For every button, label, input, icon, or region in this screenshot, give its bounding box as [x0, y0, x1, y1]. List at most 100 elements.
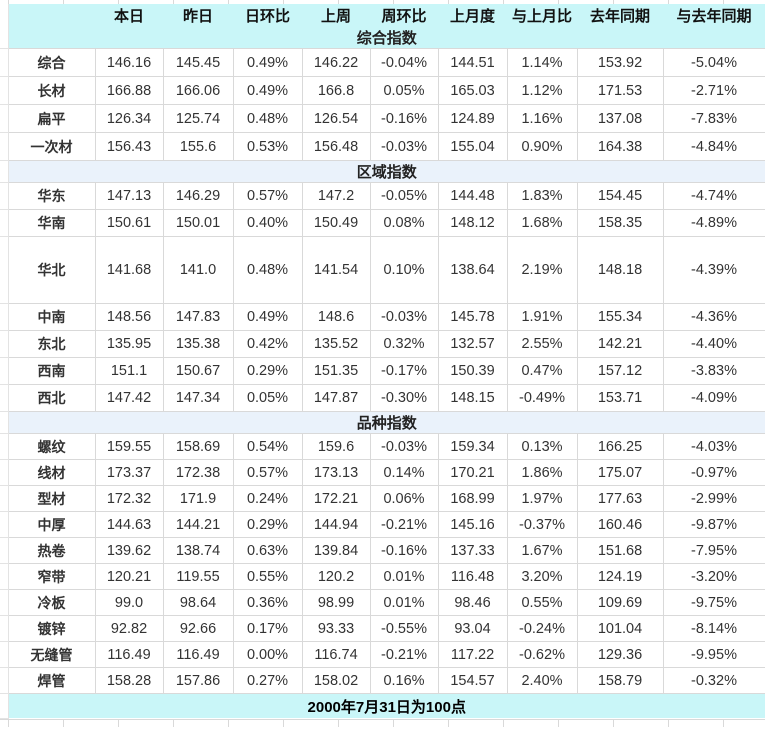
- data-cell: 120.21: [94, 563, 164, 590]
- data-cell: -9.75%: [662, 589, 765, 616]
- data-cell: -4.89%: [662, 209, 765, 237]
- data-cell: 137.33: [437, 537, 508, 564]
- data-cell: 159.6: [301, 433, 371, 460]
- data-cell: -0.03%: [369, 132, 439, 161]
- data-cell: 0.06%: [369, 485, 439, 512]
- data-cell: 153.71: [576, 384, 664, 412]
- data-cell: -0.24%: [506, 615, 578, 642]
- data-cell: 0.24%: [232, 485, 303, 512]
- data-cell: 139.84: [301, 537, 371, 564]
- footnote: 2000年7月31日为100点: [8, 693, 765, 718]
- table-row: 西南 151.1 150.67 0.29% 151.35 -0.17% 150.39 0.47…: [0, 357, 765, 385]
- left-margin-cell: [0, 667, 9, 694]
- data-cell: 0.49%: [232, 303, 303, 331]
- data-cell: 135.38: [162, 330, 234, 358]
- data-cell: 171.9: [162, 485, 234, 512]
- data-cell: 139.62: [94, 537, 164, 564]
- data-cell: 144.94: [301, 511, 371, 538]
- data-cell: -0.37%: [506, 511, 578, 538]
- data-cell: 153.92: [576, 48, 664, 77]
- table-row: 东北 135.95 135.38 0.42% 135.52 0.32% 132.57 2.55…: [0, 330, 765, 358]
- data-cell: -7.95%: [662, 537, 765, 564]
- data-cell: -2.99%: [662, 485, 765, 512]
- data-cell: -8.14%: [662, 615, 765, 642]
- data-cell: 147.2: [301, 182, 371, 210]
- data-cell: 1.91%: [506, 303, 578, 331]
- table-row: 中南 148.56 147.83 0.49% 148.6 -0.03% 145.78 1.91…: [0, 303, 765, 331]
- data-cell: 0.14%: [369, 459, 439, 486]
- data-cell: 1.68%: [506, 209, 578, 237]
- footer-row: 2000年7月31日为100点: [0, 693, 765, 719]
- data-cell: 124.19: [576, 563, 664, 590]
- data-cell: 150.39: [437, 357, 508, 385]
- data-cell: 0.29%: [232, 511, 303, 538]
- data-cell: 93.04: [437, 615, 508, 642]
- data-cell: 2.40%: [506, 667, 578, 694]
- data-cell: -4.74%: [662, 182, 765, 210]
- data-cell: -0.05%: [369, 182, 439, 210]
- data-cell: 165.03: [437, 76, 508, 105]
- left-margin-cell: [0, 537, 9, 564]
- data-cell: 146.22: [301, 48, 371, 77]
- data-cell: 92.66: [162, 615, 234, 642]
- row-label: 东北: [7, 330, 96, 358]
- data-cell: 172.21: [301, 485, 371, 512]
- data-cell: 109.69: [576, 589, 664, 616]
- data-cell: 150.61: [94, 209, 164, 237]
- data-cell: 93.33: [301, 615, 371, 642]
- data-cell: 172.32: [94, 485, 164, 512]
- data-cell: 0.00%: [232, 641, 303, 668]
- data-cell: 147.87: [301, 384, 371, 412]
- data-cell: 129.36: [576, 641, 664, 668]
- left-margin-cell: [0, 4, 9, 27]
- left-margin-cell: [0, 182, 9, 210]
- column-header: 去年同期: [577, 4, 663, 27]
- data-cell: 150.67: [162, 357, 234, 385]
- data-cell: 0.53%: [232, 132, 303, 161]
- left-margin-cell: [0, 357, 9, 385]
- data-cell: 148.18: [576, 236, 664, 304]
- row-label: 中厚: [7, 511, 96, 538]
- column-header: 昨日: [163, 4, 233, 27]
- data-cell: 156.48: [301, 132, 371, 161]
- data-cell: 126.54: [301, 104, 371, 133]
- data-cell: -0.62%: [506, 641, 578, 668]
- left-margin-cell: [0, 48, 9, 77]
- data-cell: 116.74: [301, 641, 371, 668]
- data-cell: -9.87%: [662, 511, 765, 538]
- data-cell: -0.16%: [369, 104, 439, 133]
- row-label: 长材: [7, 76, 96, 105]
- data-cell: 1.67%: [506, 537, 578, 564]
- data-cell: -0.21%: [369, 641, 439, 668]
- data-cell: 158.69: [162, 433, 234, 460]
- bottom-grid-strip: [0, 718, 765, 727]
- data-cell: 0.90%: [506, 132, 578, 161]
- data-cell: -4.39%: [662, 236, 765, 304]
- data-cell: 0.49%: [232, 48, 303, 77]
- table-row: 扁平 126.34 125.74 0.48% 126.54 -0.16% 124.89 1.1…: [0, 104, 765, 133]
- data-cell: 117.22: [437, 641, 508, 668]
- row-label: 华北: [7, 236, 96, 304]
- left-margin-cell: [0, 563, 9, 590]
- data-cell: 137.08: [576, 104, 664, 133]
- section-title-row: 综合指数: [0, 27, 765, 49]
- data-cell: 151.1: [94, 357, 164, 385]
- data-cell: 138.64: [437, 236, 508, 304]
- data-cell: -9.95%: [662, 641, 765, 668]
- data-cell: -0.21%: [369, 511, 439, 538]
- data-cell: 116.48: [437, 563, 508, 590]
- data-cell: 0.55%: [232, 563, 303, 590]
- table-row: 综合 146.16 145.45 0.49% 146.22 -0.04% 144.51 1.1…: [0, 48, 765, 77]
- data-cell: 151.35: [301, 357, 371, 385]
- data-cell: 171.53: [576, 76, 664, 105]
- column-header: 上周: [302, 4, 370, 27]
- top-grid-strip: [0, 0, 765, 4]
- data-cell: 141.68: [94, 236, 164, 304]
- left-margin-cell: [0, 132, 9, 161]
- column-header: 与去年同期: [663, 4, 765, 27]
- column-header: 上月度: [438, 4, 507, 27]
- data-cell: -3.83%: [662, 357, 765, 385]
- data-cell: -0.49%: [506, 384, 578, 412]
- data-cell: 135.52: [301, 330, 371, 358]
- left-margin-cell: [0, 27, 9, 49]
